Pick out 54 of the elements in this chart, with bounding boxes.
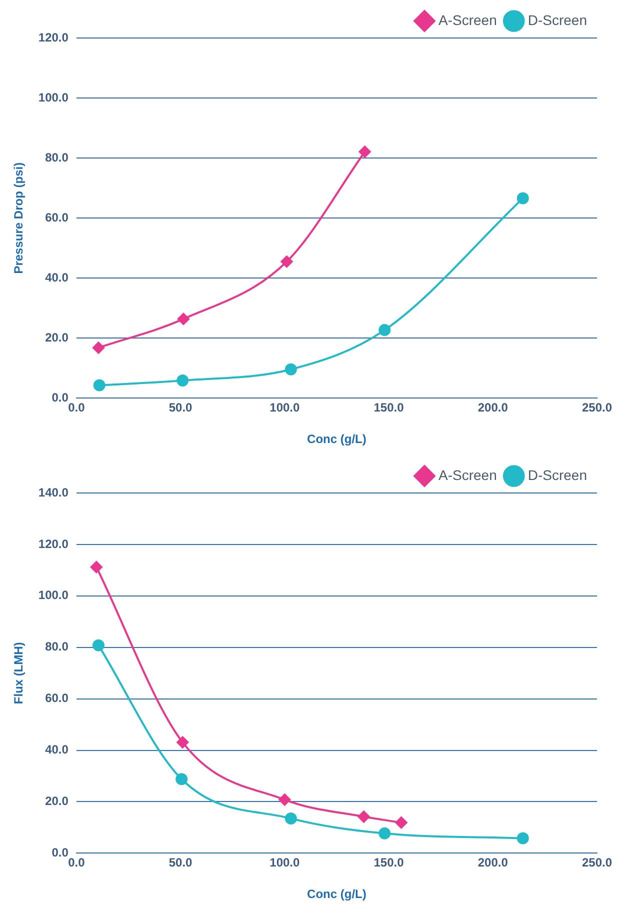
y-tick-label: 140.0 [38,485,69,500]
x-tick-label: 0.0 [68,856,86,870]
x-axis-title: Conc (g/L) [307,432,366,446]
legend-label: A-Screen [438,466,497,483]
point [358,146,371,158]
point [176,773,188,786]
x-tick-label: 150.0 [374,856,404,870]
x-tick-label: 250.0 [582,400,612,415]
y-tick-label: 60.0 [45,210,69,224]
point [92,342,104,354]
point [92,639,104,652]
x-tick-label: 250.0 [582,856,612,870]
x-tick-label: 50.0 [168,856,193,870]
y-tick-label: 80.0 [45,150,69,164]
point [93,379,106,392]
y-tick-label: 80.0 [45,640,69,654]
point [278,794,291,806]
point [176,374,189,386]
y-tick-label: 20.0 [45,794,69,808]
point [516,192,529,204]
y-tick-label: 40.0 [45,742,69,757]
point [177,312,190,325]
point [176,736,189,748]
x-tick-label: 50.0 [168,400,193,415]
y-tick-label: 120.0 [38,536,69,551]
point [516,832,529,844]
legend-label: A-Screen [438,12,497,28]
point [395,816,408,829]
point [378,324,391,336]
point [284,363,297,376]
y-axis-title: Pressure Drop (psi) [12,162,26,274]
point [358,810,370,823]
y-tick-label: 40.0 [45,270,69,284]
point [378,827,391,840]
point [284,812,297,824]
y-axis-title: Flux (LMH) [12,642,26,704]
y-tick-label: 20.0 [45,330,69,344]
x-tick-label: 100.0 [270,400,300,415]
y-tick-label: 120.0 [38,30,69,44]
x-tick-label: 100.0 [270,856,300,870]
x-axis-title: Conc (g/L) [307,887,366,902]
x-tick-label: 0.0 [68,400,86,415]
legend-label: D-Screen [528,12,588,28]
y-tick-label: 100.0 [38,588,69,602]
y-tick-label: 60.0 [45,691,69,706]
x-tick-label: 200.0 [478,856,508,870]
point [90,561,102,574]
point [280,256,293,268]
legend-label: D-Screen [528,466,588,483]
x-tick-label: 150.0 [374,400,404,415]
x-tick-label: 200.0 [478,400,508,415]
y-tick-label: 100.0 [38,90,69,104]
y-tick-label: 0.0 [52,390,69,405]
y-tick-label: 0.0 [52,846,69,860]
